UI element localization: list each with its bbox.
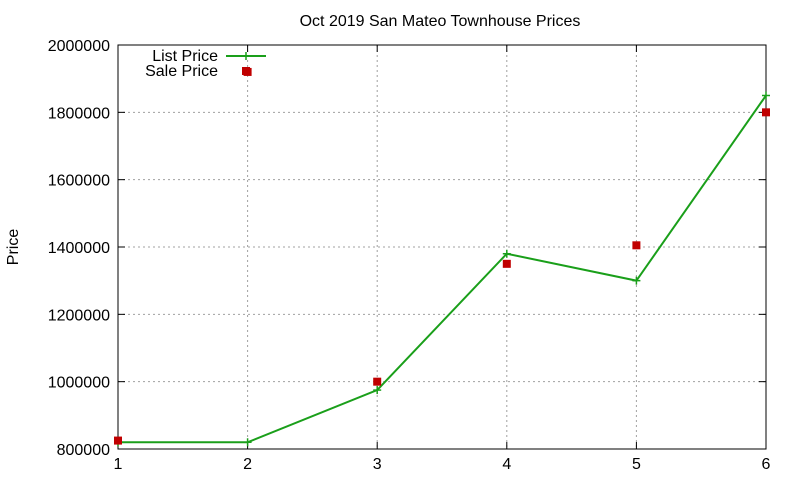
x-tick-label-4: 4 (502, 456, 511, 473)
y-axis-label: Price (5, 229, 22, 266)
list-price-point-2 (243, 438, 252, 447)
sale-price-point-4 (502, 259, 511, 268)
y-tick-label-1000000: 1000000 (48, 375, 110, 392)
list-price-point-5 (632, 276, 641, 285)
x-tick-label-5: 5 (632, 456, 641, 473)
y-tick-label-2000000: 2000000 (48, 38, 110, 55)
list-price-point-3 (373, 386, 382, 395)
x-tick-label-6: 6 (762, 456, 771, 473)
legend-label-list-price: List Price (152, 48, 218, 65)
x-tick-label-1: 1 (114, 456, 123, 473)
list-price-point-4 (502, 249, 511, 258)
series-layer (114, 67, 770, 447)
y-tick-label-1400000: 1400000 (48, 240, 110, 257)
sale-price-point-6 (762, 108, 770, 117)
y-tick-label-1600000: 1600000 (48, 173, 110, 190)
legend-marker-list-price (242, 52, 250, 60)
y-tick-label-1200000: 1200000 (48, 307, 110, 324)
list-price-point-6 (762, 91, 770, 100)
chart-title: Oct 2019 San Mateo Townhouse Prices (300, 13, 581, 30)
sale-price-point-1 (114, 436, 122, 445)
x-tick-label-2: 2 (243, 456, 252, 473)
list-price-line (118, 94, 767, 444)
sale-price-point-3 (373, 377, 382, 386)
legend-label-sale-price: Sale Price (145, 63, 218, 80)
y-tick-label-800000: 800000 (57, 442, 110, 459)
grid-layer (118, 45, 766, 449)
ticks-layer: 1 2 3 4 5 6 800000 1000000 1200000 1400000 1600000… (48, 38, 771, 473)
x-tick-label-3: 3 (373, 456, 382, 473)
legend-swatch-sale-price (242, 67, 250, 75)
sale-price-point-5 (632, 241, 641, 250)
y-tick-label-1800000: 1800000 (48, 105, 110, 122)
